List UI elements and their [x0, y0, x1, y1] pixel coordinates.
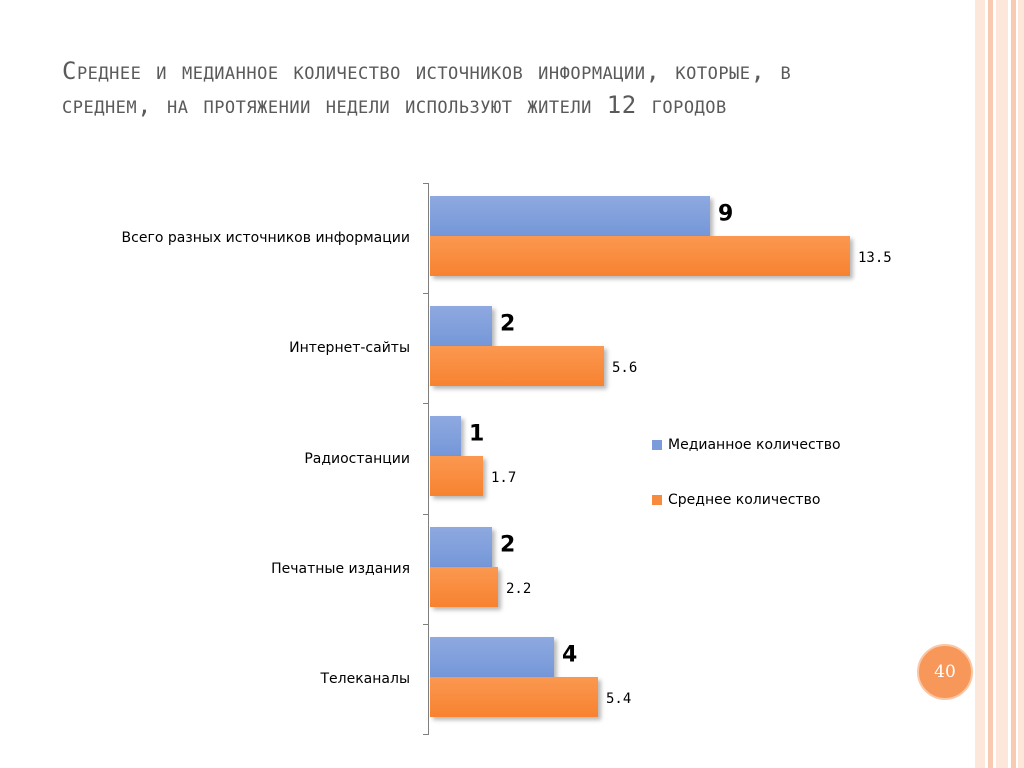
legend-label-mean: Среднее количество — [668, 492, 821, 508]
bar-mean — [430, 567, 498, 607]
category-axis — [428, 183, 429, 734]
data-label-mean: 2.2 — [506, 581, 532, 597]
category-label: Печатные издания — [271, 561, 410, 577]
legend-swatch-median — [652, 440, 662, 450]
bar-median — [430, 306, 492, 346]
bar-median — [430, 527, 492, 567]
axis-tick — [423, 624, 429, 625]
category-label: Интернет-сайты — [289, 340, 410, 356]
decor-stripe-2 — [988, 0, 993, 768]
bar-mean — [430, 677, 598, 717]
legend-label-median: Медианное количество — [668, 437, 841, 453]
data-label-median: 9 — [718, 201, 734, 227]
data-label-median: 2 — [500, 532, 516, 558]
axis-tick — [423, 734, 429, 735]
category-label: Радиостанции — [304, 451, 410, 467]
legend-item-median: Медианное количество — [652, 437, 841, 453]
data-label-median: 2 — [500, 311, 516, 337]
legend-swatch-mean — [652, 495, 662, 505]
axis-tick — [423, 514, 429, 515]
page-number-badge: 40 — [917, 644, 973, 700]
bar-median — [430, 416, 461, 456]
decor-stripe-3 — [996, 0, 1008, 768]
axis-tick — [423, 403, 429, 404]
decor-stripe-5 — [1018, 0, 1024, 768]
decor-stripe-1 — [975, 0, 985, 768]
axis-tick — [423, 183, 429, 184]
legend-item-mean: Среднее количество — [652, 492, 820, 508]
data-label-mean: 1.7 — [491, 470, 517, 486]
data-label-mean: 13.5 — [858, 250, 892, 266]
decor-stripe-4 — [1011, 0, 1016, 768]
bar-median — [430, 196, 710, 236]
category-label: Телеканалы — [320, 671, 411, 687]
category-label: Всего разных источников информации — [121, 230, 410, 246]
bar-mean — [430, 456, 483, 496]
data-label-median: 4 — [562, 642, 578, 668]
bar-mean — [430, 346, 604, 386]
data-label-mean: 5.4 — [606, 691, 632, 707]
axis-tick — [423, 293, 429, 294]
slide-title: Среднее и медианное количество источнико… — [62, 57, 792, 119]
data-label-median: 1 — [469, 421, 485, 447]
bar-median — [430, 637, 554, 677]
data-label-mean: 5.6 — [612, 360, 638, 376]
bar-mean — [430, 236, 850, 276]
